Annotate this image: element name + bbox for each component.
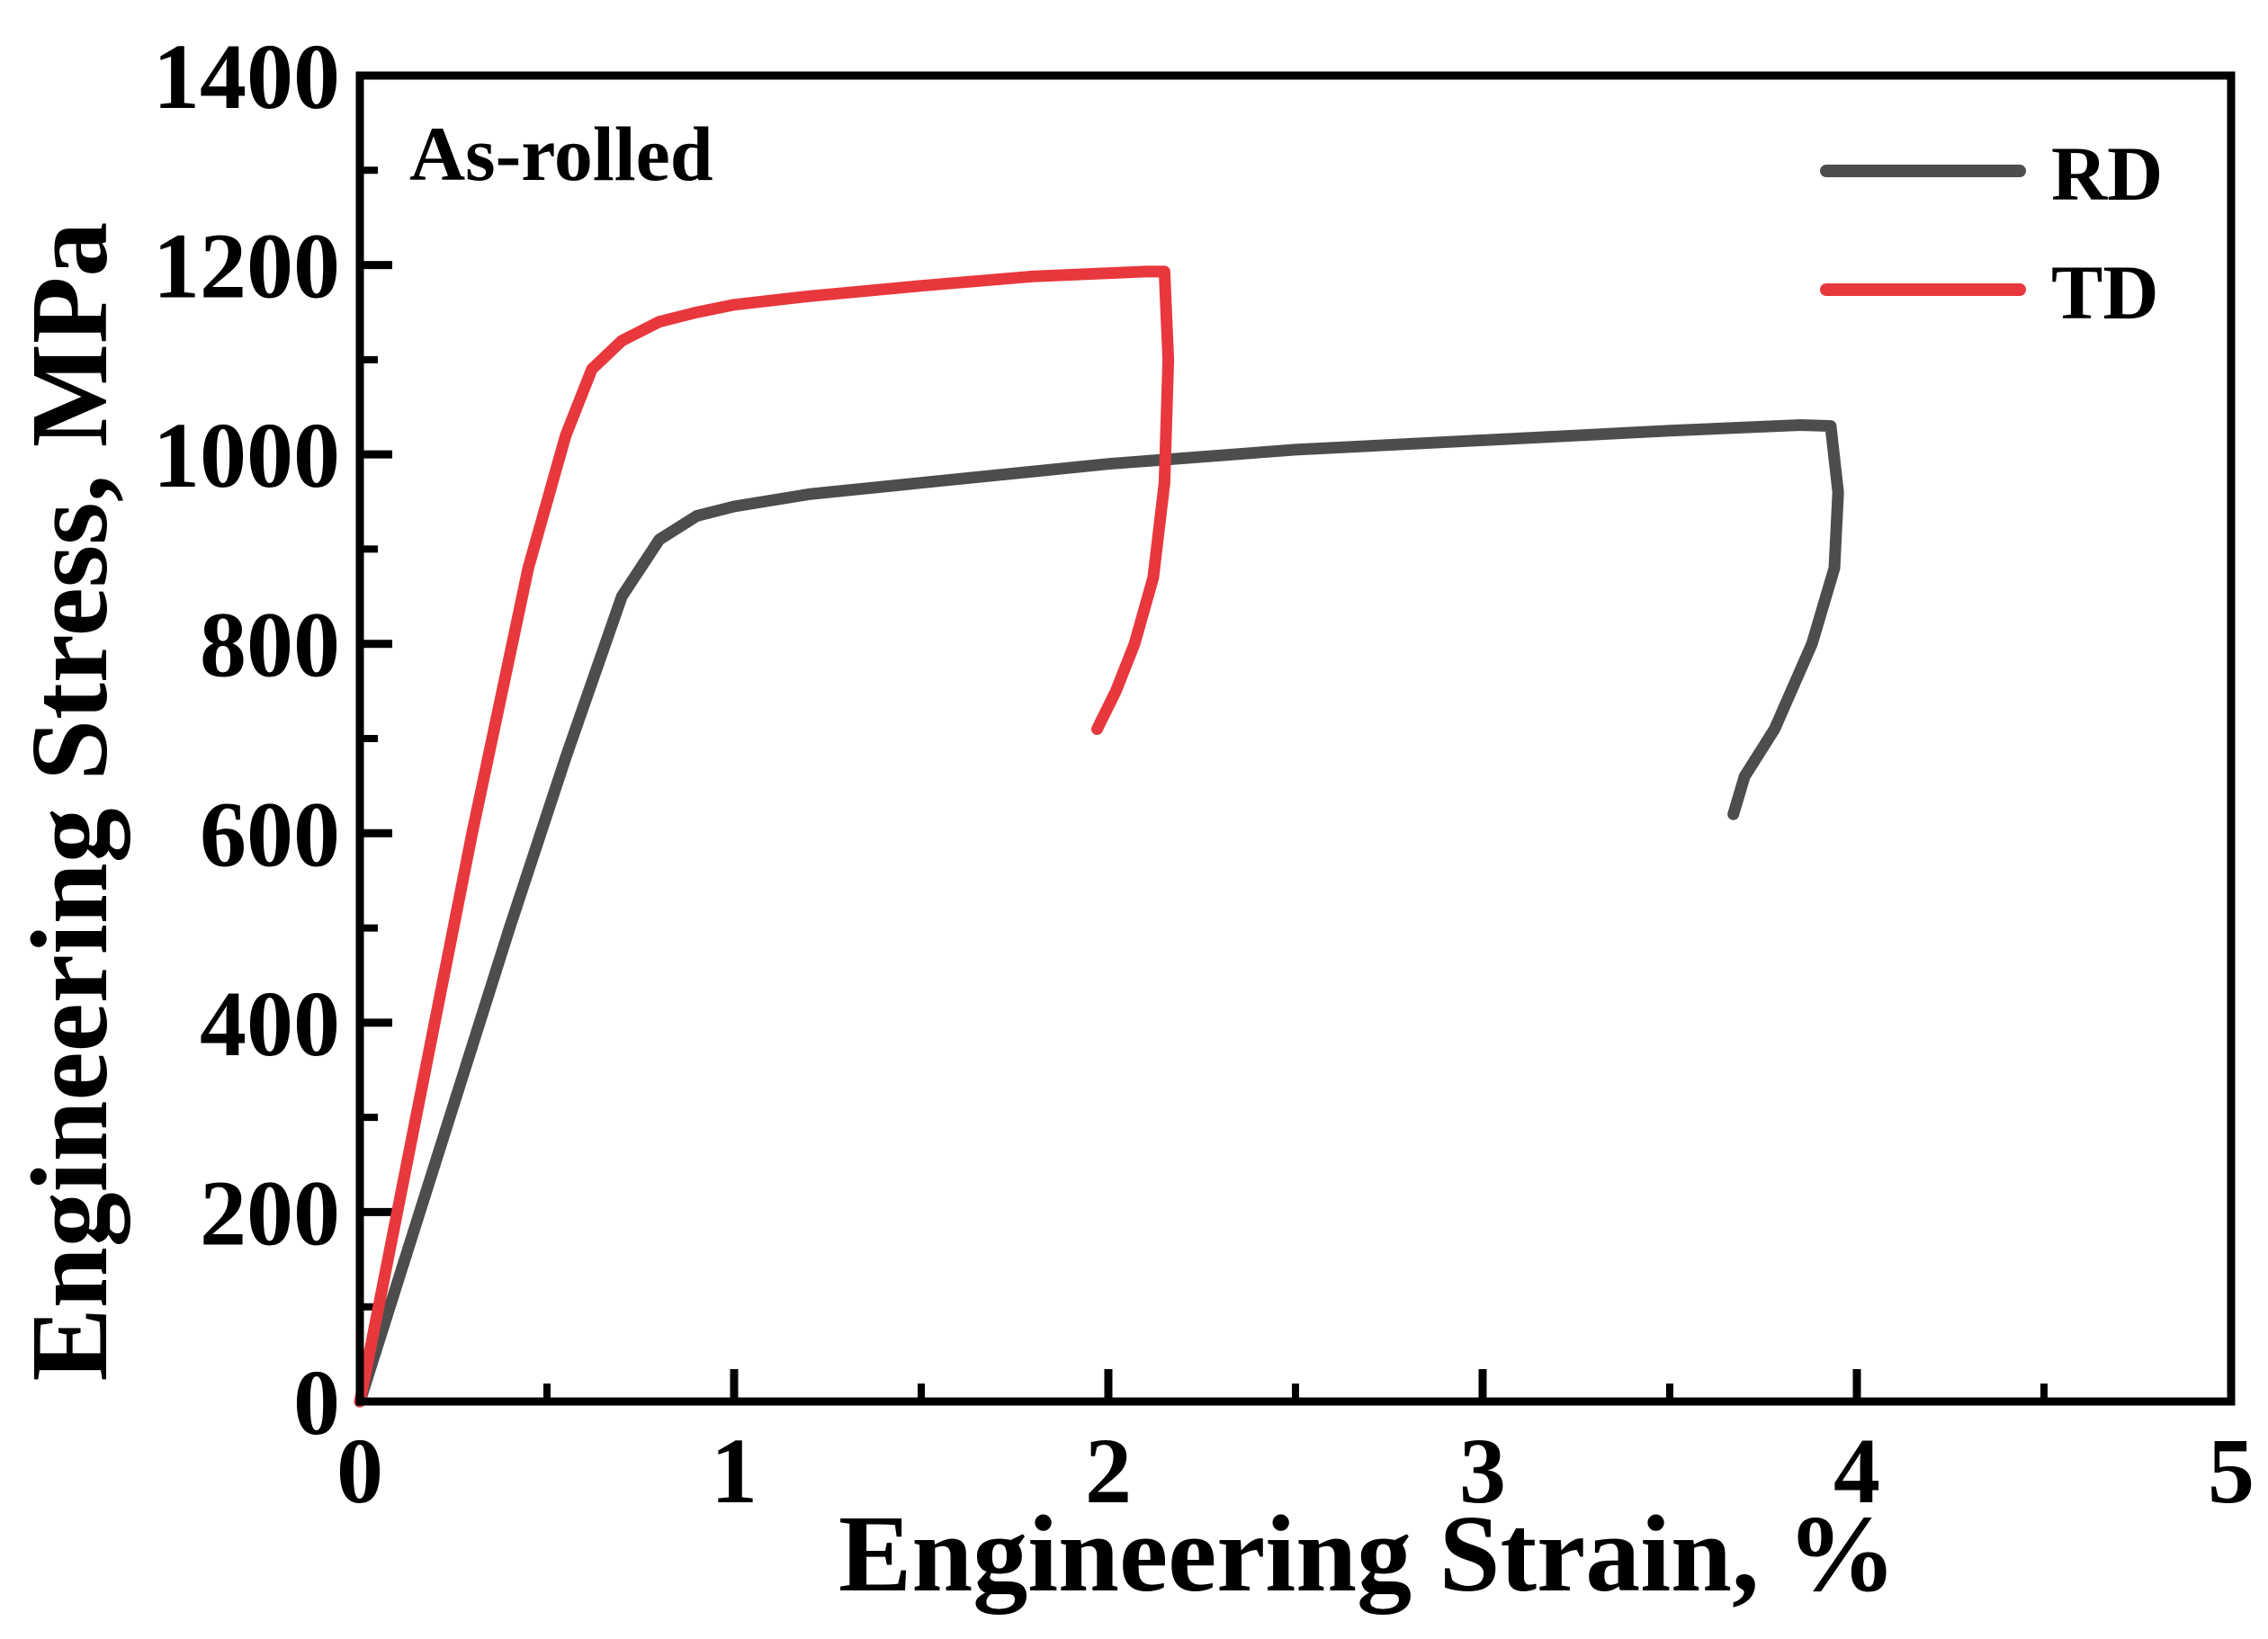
legend: RD TD [1820, 130, 2163, 336]
plot-frame [355, 71, 2236, 1406]
x-tick-label: 0 [336, 1420, 383, 1523]
x-axis-title: Engineering Strain, % [838, 1493, 1896, 1615]
annotation-as-rolled: As-rolled [409, 111, 713, 197]
y-tick-label: 0 [293, 1351, 340, 1455]
y-tick-label: 1000 [153, 404, 340, 507]
y-tick-label: 1400 [153, 25, 340, 129]
legend-label-td: TD [2051, 249, 2158, 336]
labels-layer: 0 1 2 3 4 5 0 200 400 600 800 1000 1200 1400 [153, 25, 2255, 1523]
series-line-rd [354, 419, 1844, 1408]
y-axis-title: Engineering Stress, MPa [9, 222, 130, 1382]
y-tick-label: 200 [200, 1161, 340, 1265]
y-tick-label: 600 [200, 783, 340, 886]
series-line-td [354, 265, 1175, 1408]
ticks-layer [355, 71, 2236, 1406]
y-tick-label: 1200 [153, 215, 340, 318]
y-tick-label: 800 [200, 594, 340, 697]
x-tick-label: 1 [711, 1420, 757, 1523]
x-tick-label: 4 [1833, 1420, 1880, 1523]
series-layer [354, 265, 1844, 1408]
x-tick-label: 3 [1459, 1420, 1506, 1523]
x-tick-label: 2 [1085, 1420, 1132, 1523]
x-tick-label: 5 [2208, 1420, 2255, 1523]
legend-label-rd: RD [2051, 130, 2163, 217]
y-tick-label: 400 [200, 972, 340, 1076]
